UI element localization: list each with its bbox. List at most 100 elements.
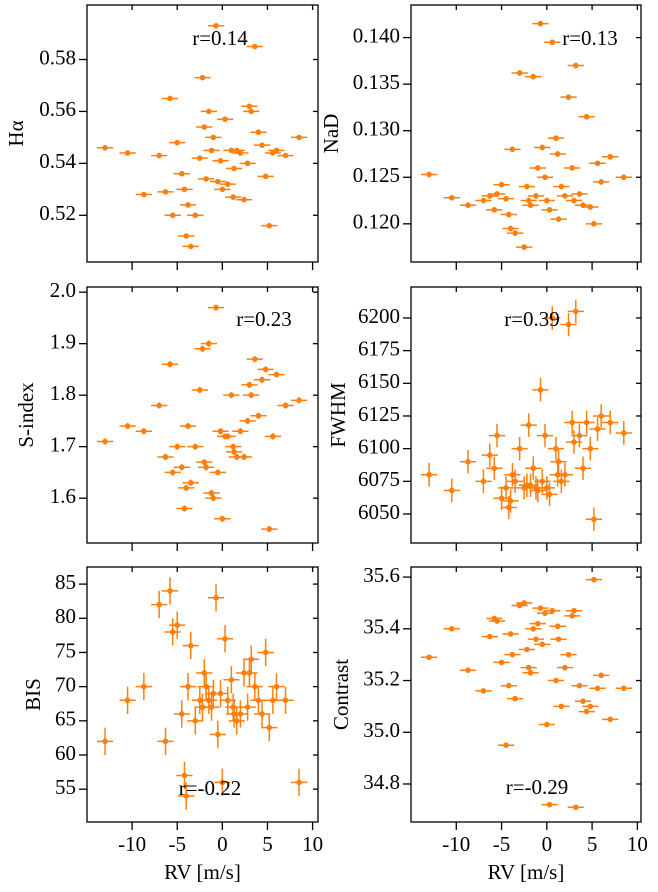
point bbox=[494, 618, 500, 624]
x-tick-label: 5 bbox=[587, 832, 598, 856]
point bbox=[562, 664, 568, 671]
point bbox=[486, 633, 493, 640]
point bbox=[546, 801, 553, 808]
x-tick-label: 5 bbox=[262, 832, 273, 856]
point bbox=[553, 445, 559, 452]
point bbox=[259, 711, 265, 717]
point bbox=[183, 233, 190, 239]
point bbox=[201, 124, 208, 130]
point bbox=[580, 465, 586, 472]
y-tick-label: 0.140 bbox=[353, 23, 400, 47]
point bbox=[241, 196, 247, 203]
y-tick-label: 60 bbox=[55, 741, 76, 765]
point bbox=[583, 708, 590, 715]
point bbox=[594, 685, 601, 692]
point bbox=[498, 659, 505, 666]
point bbox=[196, 697, 203, 704]
point bbox=[426, 171, 432, 178]
y-tick-label: 6150 bbox=[358, 369, 400, 393]
y-tick-label: 55 bbox=[55, 775, 76, 799]
point bbox=[162, 738, 169, 745]
point bbox=[181, 186, 188, 193]
y-tick-label: 2.0 bbox=[50, 278, 76, 302]
point bbox=[583, 113, 590, 120]
point bbox=[196, 387, 203, 393]
point bbox=[576, 432, 583, 439]
point bbox=[174, 622, 181, 628]
point bbox=[554, 151, 561, 157]
point bbox=[237, 428, 244, 435]
point bbox=[230, 443, 236, 450]
x-tick-label: -5 bbox=[493, 832, 511, 856]
point bbox=[509, 146, 516, 153]
y-tick-label: 0.130 bbox=[353, 117, 400, 141]
point bbox=[224, 697, 231, 704]
annotation: r=-0.22 bbox=[179, 776, 242, 800]
x-tick-label: -10 bbox=[442, 832, 470, 856]
point bbox=[607, 419, 614, 426]
point bbox=[565, 651, 572, 658]
y-tick-label: 6125 bbox=[358, 402, 400, 426]
point bbox=[206, 108, 212, 115]
point bbox=[539, 478, 546, 485]
point bbox=[580, 698, 586, 705]
point bbox=[217, 428, 224, 435]
point bbox=[448, 626, 455, 632]
point bbox=[555, 636, 562, 642]
point bbox=[199, 74, 206, 81]
plot-frame bbox=[410, 566, 642, 823]
point bbox=[573, 308, 579, 315]
point bbox=[215, 178, 221, 185]
y-axis-label: FWHM bbox=[326, 382, 350, 448]
point bbox=[237, 711, 244, 717]
point bbox=[573, 62, 579, 69]
point bbox=[282, 697, 289, 704]
point bbox=[224, 181, 231, 187]
point bbox=[509, 471, 516, 478]
y-tick-label: 6075 bbox=[358, 467, 400, 491]
point bbox=[296, 779, 302, 786]
y-tick-label: 6100 bbox=[358, 434, 400, 458]
point bbox=[516, 70, 523, 76]
point bbox=[591, 516, 597, 523]
point bbox=[296, 134, 302, 141]
point bbox=[244, 160, 251, 167]
point bbox=[525, 197, 532, 204]
y-tick-label: 0.54 bbox=[39, 149, 76, 173]
point bbox=[231, 449, 237, 455]
point bbox=[527, 482, 534, 489]
point bbox=[141, 191, 147, 198]
point bbox=[102, 144, 108, 151]
point bbox=[213, 22, 219, 29]
y-tick-label: 0.58 bbox=[39, 45, 76, 69]
point bbox=[553, 135, 559, 141]
point bbox=[215, 469, 221, 476]
point bbox=[203, 683, 209, 690]
point bbox=[206, 340, 212, 347]
y-tick-label: 35.4 bbox=[363, 615, 400, 639]
point bbox=[544, 197, 550, 204]
point bbox=[534, 487, 541, 494]
point bbox=[178, 711, 185, 717]
y-tick-label: 0.52 bbox=[39, 201, 76, 225]
point bbox=[546, 207, 553, 213]
point bbox=[124, 697, 131, 704]
point bbox=[217, 157, 224, 164]
point bbox=[187, 243, 194, 250]
point bbox=[282, 402, 289, 409]
point bbox=[219, 515, 226, 522]
y-tick-label: 70 bbox=[55, 672, 76, 696]
point bbox=[141, 428, 147, 435]
point bbox=[210, 495, 217, 501]
x-tick-label: 10 bbox=[302, 832, 323, 856]
point bbox=[562, 193, 568, 199]
point bbox=[505, 682, 512, 689]
point bbox=[203, 176, 209, 182]
point bbox=[185, 683, 191, 690]
point bbox=[224, 433, 231, 440]
point bbox=[569, 165, 575, 171]
point bbox=[549, 607, 556, 614]
point bbox=[565, 94, 572, 100]
point bbox=[252, 683, 258, 690]
